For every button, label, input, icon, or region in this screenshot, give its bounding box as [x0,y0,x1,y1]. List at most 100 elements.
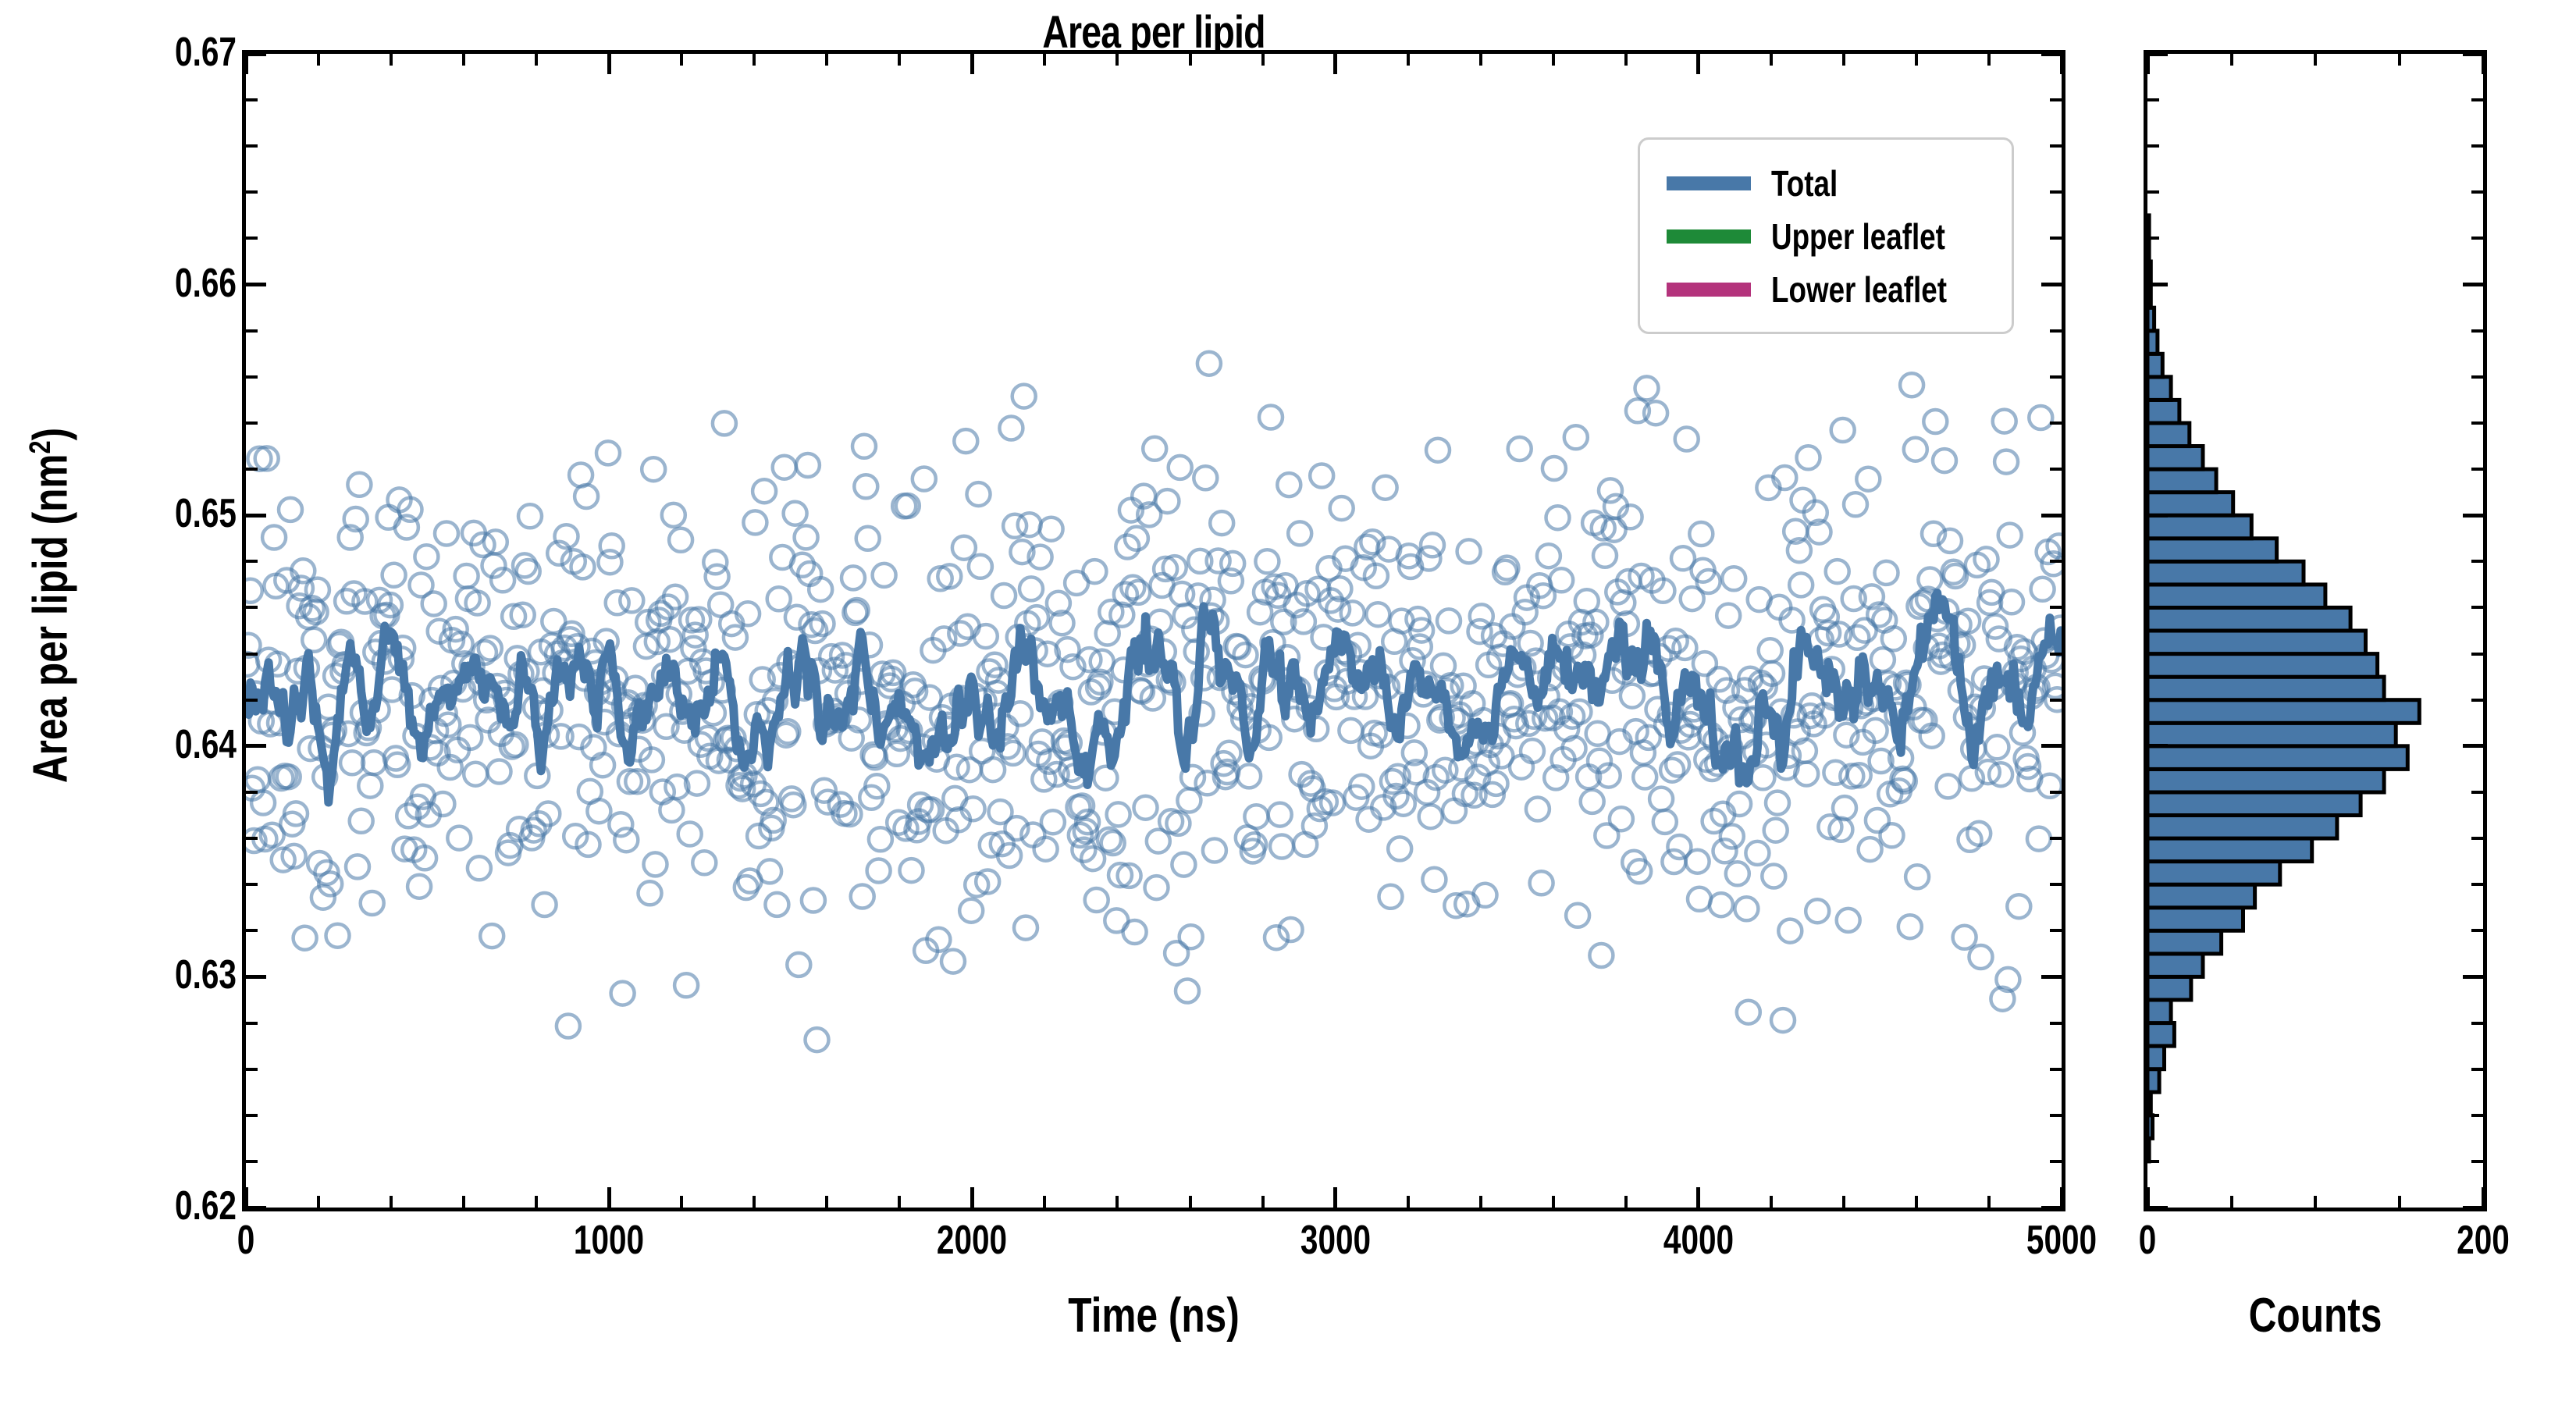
y-minor-tick-right [2050,421,2062,425]
y-minor-tick [246,1021,258,1025]
hist-y-minor-tick [2147,237,2159,240]
x-minor-tick-top [1406,54,1410,66]
hist-x-minor-tick-top [2229,54,2233,66]
x-tick-label: 2000 [937,1218,1008,1263]
x-major-tick [244,1187,248,1208]
hist-y-minor-tick [2147,1021,2159,1025]
legend[interactable]: Total Upper leaflet Lower leaflet [1638,137,2014,334]
hist-x-major-tick [2145,1187,2150,1208]
x-minor-tick [1987,1196,1991,1208]
hist-x-major-tick-top [2481,54,2485,74]
x-minor-tick-top [1043,54,1047,66]
hist-y-minor-tick [2147,1067,2159,1071]
y-tick-label: 0.67 [175,30,237,75]
x-minor-tick [1624,1196,1628,1208]
legend-label-lower-leaflet: Lower leaflet [1771,269,1947,310]
y-major-tick [246,744,266,749]
x-minor-tick-top [1478,54,1482,66]
x-minor-tick-top [1261,54,1265,66]
x-major-tick [1333,1187,1338,1208]
x-minor-tick-top [1769,54,1773,66]
y-axis-title: Area per lipid (nm2) [23,199,79,1011]
y-minor-tick-right [2050,1021,2062,1025]
y-minor-tick-right [2050,329,2062,333]
hist-x-major-tick-top [2145,54,2150,74]
hist-y-minor-tick [2147,1113,2159,1117]
y-major-tick [246,283,266,287]
y-minor-tick [246,237,258,240]
running-average-line [246,589,2062,807]
hist-y-minor-tick [2147,606,2159,610]
hist-x-tick-label: 0 [2138,1218,2157,1263]
hist-y-minor-tick-right [2471,190,2483,194]
hist-y-minor-tick-right [2471,883,2483,887]
y-minor-tick-right [2050,237,2062,240]
hist-y-minor-tick-right [2471,698,2483,702]
y-minor-tick [246,190,258,194]
y-minor-tick-right [2050,606,2062,610]
hist-y-minor-tick [2147,468,2159,471]
y-tick-label: 0.65 [175,491,237,537]
y-minor-tick-right [2050,929,2062,933]
x-major-tick-top [244,54,248,74]
y-tick-label: 0.63 [175,952,237,998]
hist-y-major-tick-right [2463,283,2483,287]
hist-y-minor-tick-right [2471,98,2483,102]
y-minor-tick [246,790,258,794]
legend-item-upper-leaflet[interactable]: Upper leaflet [1656,210,1996,263]
y-minor-tick [246,698,258,702]
y-major-tick-right [2041,1205,2062,1210]
y-minor-tick-right [2050,790,2062,794]
y-major-tick [246,1205,266,1210]
y-minor-tick-right [2050,560,2062,564]
x-major-tick [2059,1187,2064,1208]
histogram-x-axis-title: Counts [2248,1289,2382,1343]
y-minor-tick [246,837,258,841]
y-minor-tick-right [2050,375,2062,379]
hist-x-minor-tick [2229,1196,2233,1208]
y-minor-tick-right [2050,190,2062,194]
x-minor-tick-top [1987,54,1991,66]
legend-item-total[interactable]: Total [1656,157,1996,210]
x-major-tick [1696,1187,1701,1208]
x-minor-tick [535,1196,539,1208]
x-minor-tick [462,1196,466,1208]
x-minor-tick [898,1196,902,1208]
x-major-tick-top [2059,54,2064,74]
histogram-panel [2144,50,2487,1211]
hist-y-minor-tick-right [2471,1067,2483,1071]
y-minor-tick [246,929,258,933]
x-minor-tick [753,1196,756,1208]
x-minor-tick-top [825,54,829,66]
hist-x-minor-tick [2397,1196,2401,1208]
x-major-tick-top [970,54,974,74]
y-minor-tick [246,1113,258,1117]
hist-y-minor-tick-right [2471,652,2483,656]
x-minor-tick-top [1188,54,1192,66]
hist-y-minor-tick-right [2471,468,2483,471]
x-minor-tick [1188,1196,1192,1208]
y-major-tick-right [2041,513,2062,518]
y-major-tick-right [2041,974,2062,979]
x-minor-tick-top [898,54,902,66]
x-minor-tick [680,1196,684,1208]
hist-y-minor-tick-right [2471,606,2483,610]
x-minor-tick [1043,1196,1047,1208]
hist-x-minor-tick [2314,1196,2317,1208]
x-minor-tick-top [1551,54,1555,66]
x-major-tick-top [1696,54,1701,74]
x-minor-tick [317,1196,321,1208]
x-minor-tick-top [462,54,466,66]
x-minor-tick [1115,1196,1119,1208]
y-minor-tick [246,560,258,564]
hist-y-major-tick-right [2463,974,2483,979]
legend-swatch-lower-leaflet [1667,283,1751,297]
y-minor-tick [246,144,258,148]
x-minor-tick-top [535,54,539,66]
y-minor-tick-right [2050,837,2062,841]
hist-y-minor-tick-right [2471,144,2483,148]
hist-y-major-tick [2147,744,2168,749]
legend-item-lower-leaflet[interactable]: Lower leaflet [1656,263,1996,316]
hist-x-minor-tick-top [2397,54,2401,66]
hist-y-major-tick [2147,974,2168,979]
